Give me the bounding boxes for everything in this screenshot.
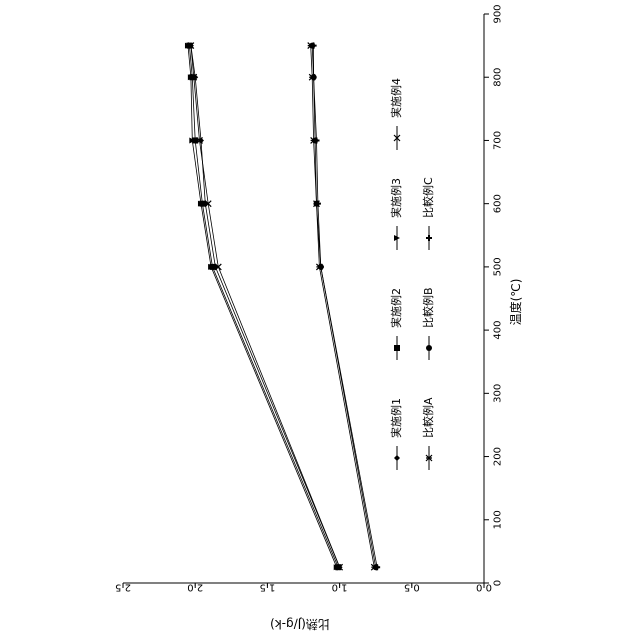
x-tick-label: 700: [492, 131, 503, 150]
x-tick-label: 200: [492, 447, 503, 466]
legend-swatch-marker: [426, 235, 432, 241]
x-tick-label: 100: [492, 510, 503, 529]
x-tick-label: 0: [492, 580, 503, 586]
y-tick-label: 2.0: [187, 582, 203, 593]
series-lines: [188, 46, 377, 568]
y-tick-label: 0.5: [404, 582, 420, 593]
legend-swatch-marker: [394, 455, 400, 461]
legend-label: 比較例B: [421, 287, 435, 328]
x-tick-label: 400: [492, 321, 503, 340]
x-axis-label: 温度(℃): [508, 279, 523, 326]
legend-label: 比較例C: [421, 177, 435, 218]
legend-label: 比較例A: [421, 397, 435, 438]
series-line: [312, 46, 376, 568]
y-axis-label: 比熱(J/g-k): [270, 617, 330, 631]
x-tick-label: 600: [492, 194, 503, 213]
legend-label: 実施例1: [389, 398, 403, 438]
series-line: [191, 46, 340, 568]
series-line: [311, 46, 375, 568]
series-markers: [185, 43, 380, 571]
x-tick-label: 300: [492, 384, 503, 403]
legend-label: 実施例2: [389, 288, 403, 328]
legend-label: 実施例3: [389, 178, 403, 218]
legend-swatch-marker: [394, 345, 400, 351]
axes: 0 100 200 300 400 500 600 700 800 900 0.0 0.5 1.0 1.5…: [115, 4, 503, 592]
legend-swatch-marker: [426, 345, 432, 351]
x-tick-label: 900: [492, 4, 503, 23]
legend-label: 実施例4: [389, 78, 403, 118]
y-tick-label: 0.0: [476, 582, 492, 593]
legend: 実施例1 実施例2 実施例3 実施例4 比較例A 比較例B 比較例C: [389, 78, 435, 470]
y-tick-label: 1.0: [332, 582, 348, 593]
x-tick-label: 800: [492, 68, 503, 87]
series-line: [314, 46, 378, 568]
series-line: [191, 46, 340, 568]
x-tick-label: 500: [492, 257, 503, 276]
y-tick-label: 1.5: [259, 582, 275, 593]
y-tick-label: 2.5: [115, 582, 131, 593]
